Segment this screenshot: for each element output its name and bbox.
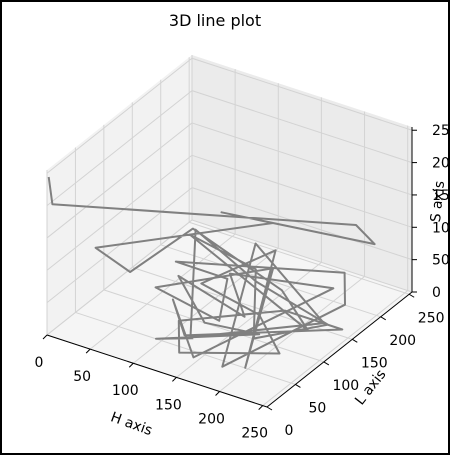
y-tick — [266, 406, 273, 411]
grid-line — [191, 122, 413, 196]
grid-line — [191, 219, 413, 293]
grid-line — [103, 289, 325, 363]
z-axis-label: S axis — [428, 180, 448, 223]
z-tick-label: 100 — [432, 220, 448, 236]
x-tick-label: 200 — [198, 411, 225, 427]
y-tick — [380, 316, 386, 321]
y-tick — [352, 338, 358, 343]
z-tick-label: 250 — [432, 123, 448, 139]
axes-panes — [47, 55, 412, 407]
grid-lines — [46, 55, 413, 408]
back-pane — [192, 55, 412, 292]
y-tick-label: 200 — [389, 333, 416, 349]
x-tick — [172, 376, 177, 382]
z-tick-label: 150 — [432, 188, 448, 204]
grid-line — [191, 90, 413, 164]
grid-line — [46, 90, 193, 206]
x-tick — [85, 348, 91, 354]
grid-line — [219, 276, 365, 392]
y-tick-label: 250 — [418, 310, 445, 326]
x-tick — [258, 405, 264, 410]
x-tick-label: 150 — [155, 397, 182, 413]
x-tick-label: 0 — [35, 355, 44, 371]
data-series — [47, 176, 376, 369]
y-tick-label: 50 — [309, 400, 327, 416]
z-tick-label: 200 — [432, 156, 448, 172]
grid-line — [191, 187, 413, 261]
grid-line — [262, 290, 408, 406]
y-tick-label: 0 — [285, 423, 294, 439]
left-pane — [47, 55, 192, 335]
x-axis-label: H axis — [108, 409, 154, 439]
x-tick — [215, 391, 220, 396]
y-tick-label: 150 — [361, 355, 388, 371]
x-axis-line — [46, 334, 268, 408]
z-tick-label: 50 — [432, 253, 448, 269]
y-tick — [408, 293, 415, 298]
grid-line — [46, 57, 193, 174]
axis-lines — [42, 127, 417, 411]
x-tick — [128, 362, 134, 368]
grid-line — [46, 154, 193, 271]
x-tick-label: 50 — [73, 369, 91, 385]
tick-labels: 0501001502002500501001502002500501001502… — [35, 123, 448, 441]
x-tick — [42, 334, 48, 340]
grid-line — [46, 219, 193, 336]
y-tick — [323, 361, 330, 366]
x-tick-label: 250 — [241, 426, 268, 442]
grid-line — [176, 261, 322, 378]
grid-line — [191, 57, 413, 131]
y-tick-label: 100 — [332, 378, 359, 394]
grid-line — [75, 311, 296, 385]
x-tick-label: 100 — [112, 383, 139, 399]
series-line — [47, 176, 376, 369]
z-tick-label: 0 — [432, 285, 441, 301]
grid-line — [189, 221, 410, 295]
grid-line — [46, 122, 193, 239]
y-axis-line — [266, 291, 413, 408]
y-tick — [295, 384, 301, 388]
chart-title: 3D line plot — [169, 11, 261, 30]
grid-line — [191, 154, 413, 228]
